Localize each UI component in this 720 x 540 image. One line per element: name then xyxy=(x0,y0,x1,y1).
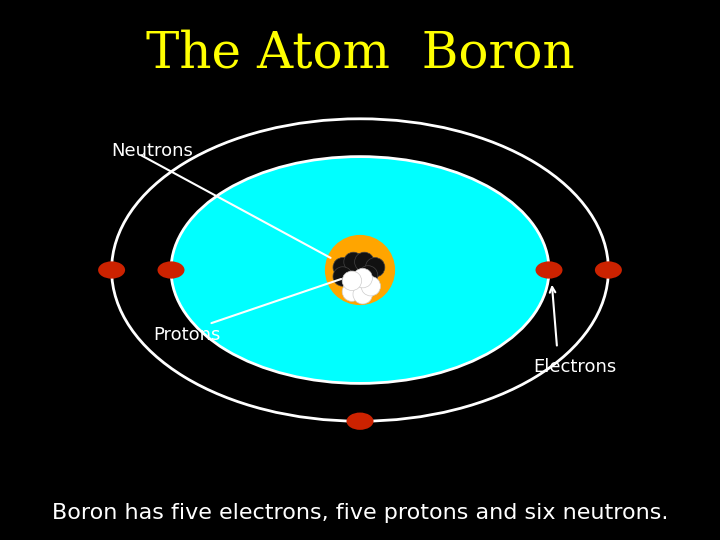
Ellipse shape xyxy=(595,261,622,279)
Ellipse shape xyxy=(536,261,562,279)
Ellipse shape xyxy=(158,261,184,279)
Ellipse shape xyxy=(346,413,374,430)
Circle shape xyxy=(342,282,361,301)
Circle shape xyxy=(333,267,353,286)
Text: Protons: Protons xyxy=(153,326,221,344)
Circle shape xyxy=(342,271,361,291)
Circle shape xyxy=(353,268,372,288)
Circle shape xyxy=(333,258,353,277)
Circle shape xyxy=(361,276,380,296)
Circle shape xyxy=(344,252,364,272)
Circle shape xyxy=(354,252,374,272)
Circle shape xyxy=(365,258,385,277)
Circle shape xyxy=(325,235,395,305)
Text: Electrons: Electrons xyxy=(533,358,616,376)
Circle shape xyxy=(359,266,378,285)
Text: Neutrons: Neutrons xyxy=(112,142,194,160)
Circle shape xyxy=(353,285,372,304)
Ellipse shape xyxy=(98,261,125,279)
Text: The Atom  Boron: The Atom Boron xyxy=(145,29,575,79)
Text: Boron has five electrons, five protons and six neutrons.: Boron has five electrons, five protons a… xyxy=(52,503,668,523)
Ellipse shape xyxy=(112,119,608,421)
Ellipse shape xyxy=(171,157,549,383)
